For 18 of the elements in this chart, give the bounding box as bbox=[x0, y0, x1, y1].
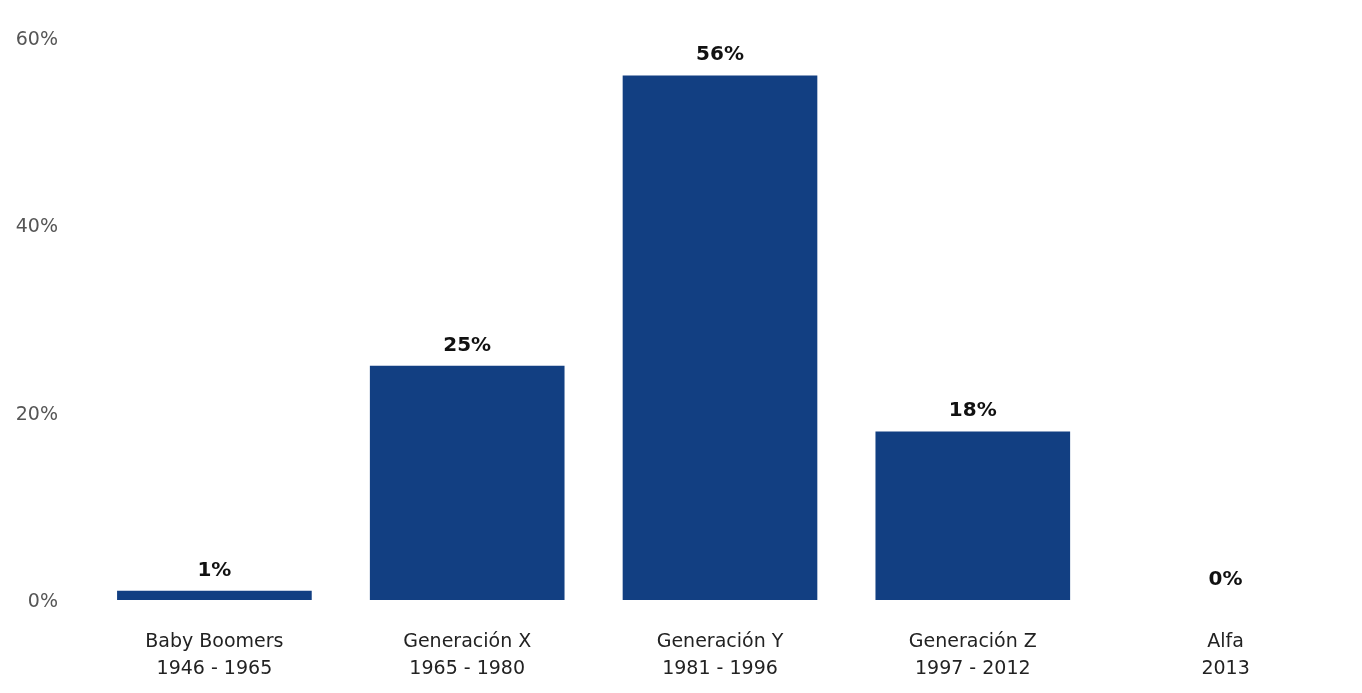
x-tick-label: Generación Y 1981 - 1996 bbox=[656, 628, 784, 678]
x-tick-label: Alfa 2013 bbox=[1201, 628, 1250, 678]
bar bbox=[875, 431, 1071, 600]
y-tick-label: 0% bbox=[27, 589, 58, 611]
data-label: 1% bbox=[197, 556, 232, 581]
data-label: 25% bbox=[443, 331, 492, 356]
bar bbox=[117, 590, 312, 600]
bar bbox=[622, 75, 818, 600]
y-tick-label: 60% bbox=[15, 27, 58, 49]
data-label: 56% bbox=[696, 41, 744, 66]
data-label: 18% bbox=[948, 397, 997, 422]
x-tick-label: Baby Boomers 1946 - 1965 bbox=[145, 628, 284, 678]
data-label: 0% bbox=[1208, 566, 1243, 590]
y-tick-label: 20% bbox=[15, 401, 58, 424]
bar bbox=[369, 365, 565, 600]
y-tick-label: 40% bbox=[15, 214, 58, 237]
x-tick-label: Generación Z 1997 - 2012 bbox=[908, 628, 1037, 678]
x-tick-label: Generación X 1965 - 1980 bbox=[403, 628, 532, 678]
